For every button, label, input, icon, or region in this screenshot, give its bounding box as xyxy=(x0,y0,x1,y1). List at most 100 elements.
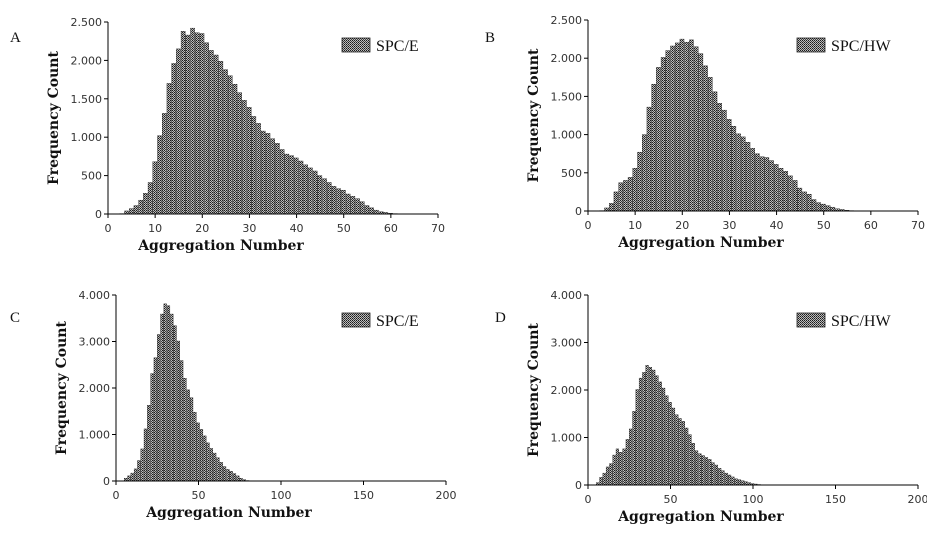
bar xyxy=(137,460,141,482)
bar xyxy=(157,334,161,482)
x-axis-title: Aggregation Number xyxy=(145,505,312,521)
bar xyxy=(180,31,186,215)
legend-swatch xyxy=(796,312,826,328)
bar xyxy=(609,463,613,486)
bar xyxy=(143,193,148,215)
bar xyxy=(162,113,167,215)
bar xyxy=(618,182,623,212)
y-tick-label: 2.500 xyxy=(71,16,103,29)
legend-swatch xyxy=(341,37,371,53)
x-tick-label: 200 xyxy=(908,493,927,506)
y-tick-label: 2.000 xyxy=(551,52,583,65)
bar xyxy=(153,357,157,482)
bar xyxy=(830,206,836,212)
bar xyxy=(792,180,798,212)
x-tick-label: 200 xyxy=(436,489,457,502)
bar xyxy=(662,387,666,486)
bar xyxy=(652,369,656,486)
legend-label: SPC/HW xyxy=(831,38,891,55)
bar xyxy=(218,60,224,215)
x-tick-label: 40 xyxy=(770,219,784,232)
y-tick-label: 500 xyxy=(81,170,102,183)
x-tick-label: 0 xyxy=(585,219,592,232)
bar xyxy=(645,365,649,486)
bar xyxy=(130,472,134,482)
y-axis-title: Frequency Count xyxy=(54,321,70,455)
bar xyxy=(190,397,194,482)
bar xyxy=(665,395,669,486)
bar xyxy=(689,39,694,212)
bar xyxy=(176,340,180,482)
y-tick-label: 500 xyxy=(561,167,582,180)
bar xyxy=(237,92,242,215)
bar xyxy=(745,142,751,212)
bar xyxy=(261,130,266,215)
legend-label: SPC/E xyxy=(376,313,419,330)
bar xyxy=(660,57,666,212)
bar xyxy=(599,477,603,486)
bar xyxy=(638,377,643,486)
bar xyxy=(270,138,275,215)
bar xyxy=(204,42,209,215)
bar xyxy=(166,83,172,215)
x-tick-label: 0 xyxy=(585,493,592,506)
y-tick-label: 1.500 xyxy=(71,93,103,106)
bar xyxy=(726,119,732,212)
bar xyxy=(275,143,280,215)
bar xyxy=(226,469,230,482)
bar xyxy=(229,471,233,482)
bar xyxy=(209,50,214,215)
y-tick-label: 1.500 xyxy=(551,90,583,103)
bar xyxy=(605,466,610,486)
bar xyxy=(355,198,360,215)
bar xyxy=(717,103,722,212)
bar xyxy=(613,191,619,212)
chart-panel-D: 0 50 100 150 200 0 1.000 2.000 3.000 4.000 Aggrega… xyxy=(495,289,927,525)
bar xyxy=(691,443,695,486)
bar xyxy=(185,34,191,215)
bar xyxy=(693,46,699,212)
bar xyxy=(648,367,652,486)
y-axis-title: Frequency Count xyxy=(46,51,62,185)
bar xyxy=(246,107,252,215)
bar xyxy=(615,448,619,486)
bar xyxy=(369,207,374,215)
bar xyxy=(698,53,704,212)
bar xyxy=(712,91,718,212)
bar xyxy=(265,133,271,215)
bar xyxy=(308,167,313,215)
y-tick-label: 3.000 xyxy=(79,336,111,349)
bar xyxy=(612,454,616,486)
y-tick-label: 0 xyxy=(95,208,102,221)
bar xyxy=(632,168,638,212)
bar xyxy=(213,452,217,482)
bar xyxy=(627,177,633,212)
bar xyxy=(651,83,656,212)
panel-letter: D xyxy=(495,310,506,326)
bar xyxy=(152,161,158,215)
x-tick-label: 100 xyxy=(743,493,764,506)
bar xyxy=(728,474,732,486)
panel-letter: B xyxy=(485,30,495,46)
bar xyxy=(797,187,803,212)
bar xyxy=(327,182,332,215)
x-tick-label: 70 xyxy=(431,222,445,235)
x-tick-label: 0 xyxy=(105,222,112,235)
bar xyxy=(778,168,784,212)
x-tick-label: 50 xyxy=(664,493,678,506)
bar xyxy=(714,464,718,486)
bar xyxy=(219,462,223,482)
bar xyxy=(303,164,308,215)
legend-swatch xyxy=(796,37,826,53)
bar xyxy=(807,193,812,212)
bar xyxy=(256,123,261,215)
bar xyxy=(708,77,713,212)
bar xyxy=(821,203,826,212)
y-axis-title: Frequency Count xyxy=(526,48,542,182)
bar xyxy=(163,303,167,482)
bar xyxy=(658,381,662,486)
bar xyxy=(183,378,187,482)
y-tick-label: 2.000 xyxy=(551,384,583,397)
x-tick-label: 50 xyxy=(192,489,206,502)
bar xyxy=(213,54,219,215)
